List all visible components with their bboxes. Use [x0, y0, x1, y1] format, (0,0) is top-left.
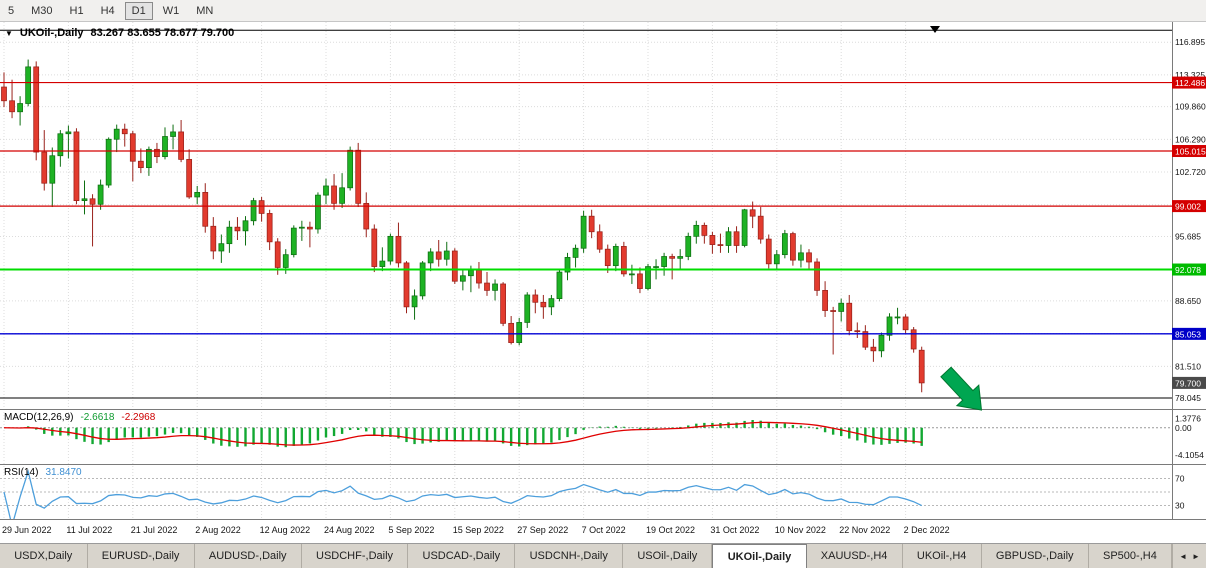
svg-text:31 Oct 2022: 31 Oct 2022 [710, 525, 759, 535]
svg-text:2 Aug 2022: 2 Aug 2022 [195, 525, 241, 535]
tab-usdcnh-daily[interactable]: USDCNH-,Daily [515, 544, 624, 568]
svg-text:105.015: 105.015 [1175, 147, 1206, 157]
tab-usdchf-daily[interactable]: USDCHF-,Daily [302, 544, 409, 568]
tab-eurusd-daily[interactable]: EURUSD-,Daily [88, 544, 195, 568]
date-axis: 29 Jun 2022 11 Jul 2022 21 Jul 2022 2 Aug 2… [2, 525, 950, 535]
timeframe-button-h4[interactable]: H4 [94, 2, 122, 20]
timeframe-button-h1[interactable]: H1 [63, 2, 91, 20]
svg-text:-4.1054: -4.1054 [1175, 450, 1204, 460]
svg-text:85.053: 85.053 [1175, 329, 1201, 339]
chart-svg[interactable]: 116.895 113.325 109.860 106.290 102.720 95.68… [0, 22, 1206, 543]
svg-text:81.510: 81.510 [1175, 361, 1201, 371]
scroll-to-end-marker-icon [930, 26, 940, 33]
timeframe-button-5[interactable]: 5 [1, 2, 21, 20]
tab-ukoil-daily[interactable]: UKOil-,Daily [712, 544, 807, 568]
timeframe-button-mn[interactable]: MN [189, 2, 220, 20]
svg-text:99.002: 99.002 [1175, 202, 1201, 212]
svg-text:29 Jun 2022: 29 Jun 2022 [2, 525, 52, 535]
svg-text:78.045: 78.045 [1175, 393, 1201, 403]
tab-sp500-h4[interactable]: SP500-,H4 [1089, 544, 1173, 568]
svg-text:109.860: 109.860 [1175, 102, 1206, 112]
svg-text:79.700: 79.700 [1175, 378, 1201, 388]
svg-text:112.486: 112.486 [1175, 78, 1205, 88]
svg-text:12 Aug 2022: 12 Aug 2022 [260, 525, 311, 535]
annotation-arrow-icon[interactable] [935, 362, 992, 420]
svg-text:92.078: 92.078 [1175, 265, 1201, 275]
timeframe-button-w1[interactable]: W1 [156, 2, 187, 20]
svg-text:24 Aug 2022: 24 Aug 2022 [324, 525, 375, 535]
tab-usoil-daily[interactable]: USOil-,Daily [623, 544, 713, 568]
svg-text:27 Sep 2022: 27 Sep 2022 [517, 525, 568, 535]
svg-text:5 Sep 2022: 5 Sep 2022 [388, 525, 434, 535]
svg-text:95.685: 95.685 [1175, 231, 1201, 241]
svg-text:2 Dec 2022: 2 Dec 2022 [904, 525, 950, 535]
tab-usdx-daily[interactable]: USDX,Daily [0, 544, 88, 568]
price-axis: 116.895 113.325 109.860 106.290 102.720 95.68… [1172, 37, 1206, 511]
svg-text:19 Oct 2022: 19 Oct 2022 [646, 525, 695, 535]
svg-text:30: 30 [1175, 501, 1185, 511]
timeframe-button-d1[interactable]: D1 [124, 1, 153, 20]
svg-text:1.3776: 1.3776 [1175, 414, 1201, 424]
tabs-scroll-left-icon[interactable]: ◄ [1179, 551, 1187, 561]
svg-text:70: 70 [1175, 474, 1185, 484]
timeframe-toolbar: 5 M30 H1 H4 D1 W1 MN [0, 0, 1206, 22]
tab-xauusd-h4[interactable]: XAUUSD-,H4 [807, 544, 903, 568]
tab-usdcad-daily[interactable]: USDCAD-,Daily [408, 544, 516, 568]
svg-text:106.290: 106.290 [1175, 134, 1206, 144]
svg-text:22 Nov 2022: 22 Nov 2022 [839, 525, 890, 535]
timeframe-button-m30[interactable]: M30 [24, 2, 59, 20]
svg-text:113.325: 113.325 [1175, 70, 1205, 80]
svg-text:88.650: 88.650 [1175, 296, 1201, 306]
tab-gbpusd-daily[interactable]: GBPUSD-,Daily [982, 544, 1089, 568]
tab-ukoil-h4[interactable]: UKOil-,H4 [903, 544, 982, 568]
chart-area: 116.895 113.325 109.860 106.290 102.720 95.68… [0, 22, 1206, 543]
svg-text:10 Nov 2022: 10 Nov 2022 [775, 525, 826, 535]
macd-layer [0, 419, 1172, 448]
svg-text:11 Jul 2022: 11 Jul 2022 [66, 525, 112, 535]
symbol-tabs: USDX,Daily EURUSD-,Daily AUDUSD-,Daily USDC… [0, 544, 1173, 568]
svg-text:0.00: 0.00 [1175, 423, 1192, 433]
svg-text:102.720: 102.720 [1175, 167, 1206, 177]
symbol-tabbar: USDX,Daily EURUSD-,Daily AUDUSD-,Daily USDC… [0, 543, 1206, 568]
svg-text:116.895: 116.895 [1175, 37, 1205, 47]
svg-text:21 Jul 2022: 21 Jul 2022 [131, 525, 178, 535]
candles-layer [1, 59, 925, 393]
rsi-layer [0, 469, 1172, 519]
tabs-scroll-right-icon[interactable]: ► [1192, 551, 1200, 561]
tab-audusd-daily[interactable]: AUDUSD-,Daily [195, 544, 302, 568]
svg-text:15 Sep 2022: 15 Sep 2022 [453, 525, 504, 535]
svg-text:7 Oct 2022: 7 Oct 2022 [582, 525, 626, 535]
tabs-navigation: ◄ ► [1172, 544, 1206, 568]
